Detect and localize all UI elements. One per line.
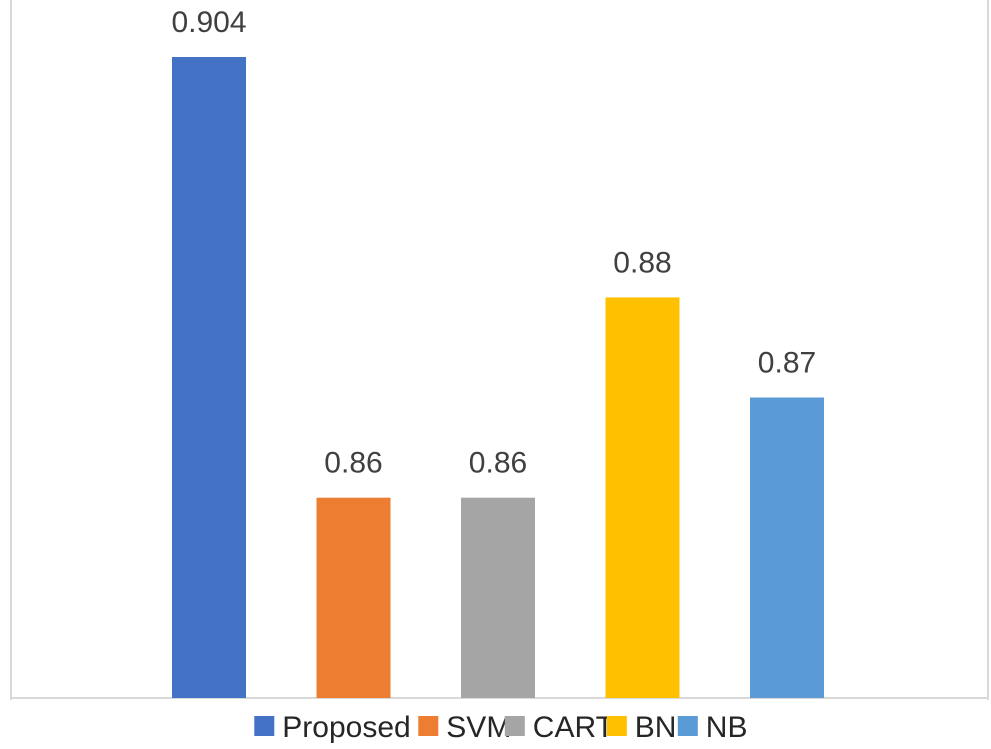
data-label-nb: 0.87 bbox=[758, 347, 816, 380]
legend-item-proposed: Proposed bbox=[254, 711, 411, 744]
bar-bn bbox=[605, 297, 680, 698]
legend-swatch-nb bbox=[677, 716, 698, 736]
legend-label-svm: SVM bbox=[446, 711, 511, 744]
data-label-svm: 0.86 bbox=[324, 447, 382, 480]
data-labels-group: 0.904 0.86 0.86 0.88 0.87 bbox=[171, 6, 816, 480]
data-label-proposed: 0.904 bbox=[171, 6, 246, 39]
legend-item-nb: NB bbox=[677, 711, 748, 744]
bars-group bbox=[172, 57, 824, 698]
legend-item-cart: CART bbox=[504, 711, 614, 744]
data-label-cart: 0.86 bbox=[469, 447, 527, 480]
legend-swatch-proposed bbox=[254, 716, 275, 736]
bar-svm bbox=[316, 497, 391, 698]
legend-label-cart: CART bbox=[533, 711, 614, 744]
legend-swatch-bn bbox=[606, 716, 627, 736]
bar-proposed bbox=[172, 57, 246, 698]
legend-label-nb: NB bbox=[706, 711, 748, 744]
legend: Proposed SVM CART BN NB bbox=[254, 711, 747, 744]
legend-swatch-svm bbox=[418, 716, 439, 736]
legend-label-bn: BN bbox=[635, 711, 677, 744]
legend-label-proposed: Proposed bbox=[282, 711, 410, 744]
bar-nb bbox=[750, 397, 824, 698]
bar-cart bbox=[461, 497, 535, 698]
legend-item-bn: BN bbox=[606, 711, 677, 744]
legend-swatch-cart bbox=[504, 716, 525, 736]
data-label-bn: 0.88 bbox=[613, 246, 671, 279]
legend-item-svm: SVM bbox=[418, 711, 511, 744]
